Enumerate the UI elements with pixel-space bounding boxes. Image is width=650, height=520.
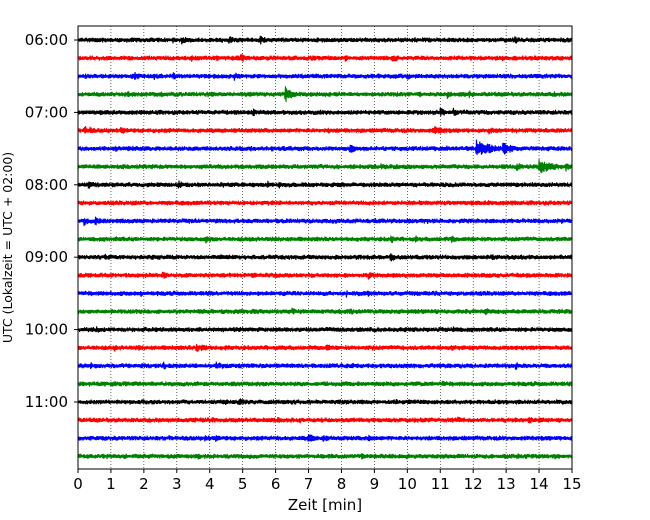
x-tick-label-15: 15 — [562, 475, 581, 493]
x-tick-label-8: 8 — [337, 475, 347, 493]
trace-row-6 — [77, 139, 573, 156]
trace-row-5 — [77, 125, 573, 135]
trace-row-7 — [77, 159, 573, 174]
x-tick-label-9: 9 — [370, 475, 380, 493]
y-tick-label-06:00: 06:00 — [25, 31, 68, 49]
y-tick-label-11:00: 11:00 — [25, 393, 68, 411]
plot-frame — [77, 25, 573, 470]
trace-row-8 — [77, 180, 573, 189]
trace-row-10 — [77, 216, 573, 227]
y-tick-label-07:00: 07:00 — [25, 103, 68, 121]
x-tick-label-7: 7 — [304, 475, 314, 493]
trace-row-19 — [77, 380, 573, 388]
y-tick-label-10:00: 10:00 — [25, 321, 68, 339]
y-tick-label-08:00: 08:00 — [25, 176, 68, 194]
x-tick-label-6: 6 — [271, 475, 281, 493]
trace-row-20 — [77, 398, 573, 406]
traces — [77, 35, 573, 460]
x-tick-label-12: 12 — [464, 475, 483, 493]
x-tick-label-4: 4 — [205, 475, 215, 493]
y-axis: 06:00 07:00 08:00 09:00 10:00 11:00 — [25, 31, 78, 411]
x-tick-label-2: 2 — [139, 475, 149, 493]
x-tick-label-1: 1 — [106, 475, 116, 493]
trace-row-9 — [77, 199, 573, 207]
trace-row-17 — [77, 343, 573, 352]
trace-row-1 — [77, 54, 573, 62]
trace-row-12 — [77, 253, 573, 262]
trace-row-21 — [77, 416, 573, 424]
x-tick-label-11: 11 — [431, 475, 450, 493]
y-tick-label-09:00: 09:00 — [25, 248, 68, 266]
trace-row-11 — [77, 235, 573, 244]
x-tick-label-10: 10 — [398, 475, 417, 493]
y-axis-label: UTC (Lokalzeit = UTC + 02:00) — [0, 152, 15, 343]
trace-row-22 — [77, 434, 573, 442]
x-tick-label-5: 5 — [238, 475, 248, 493]
trace-row-14 — [77, 290, 573, 298]
x-tick-label-14: 14 — [530, 475, 549, 493]
trace-row-15 — [77, 307, 573, 316]
trace-row-3 — [77, 86, 573, 103]
trace-row-4 — [77, 107, 573, 117]
grid-lines — [110, 26, 540, 469]
trace-row-2 — [77, 72, 573, 81]
trace-row-16 — [77, 326, 573, 333]
trace-row-0 — [77, 35, 573, 45]
x-axis: 0 1 2 3 4 5 6 7 8 9 10 11 12 13 14 15 — [73, 469, 582, 493]
x-tick-label-13: 13 — [497, 475, 516, 493]
x-tick-label-3: 3 — [172, 475, 182, 493]
trace-row-13 — [77, 271, 573, 280]
x-tick-label-0: 0 — [73, 475, 83, 493]
trace-row-23 — [77, 452, 573, 460]
x-axis-label: Zeit [min] — [288, 496, 362, 514]
trace-row-18 — [77, 361, 573, 370]
